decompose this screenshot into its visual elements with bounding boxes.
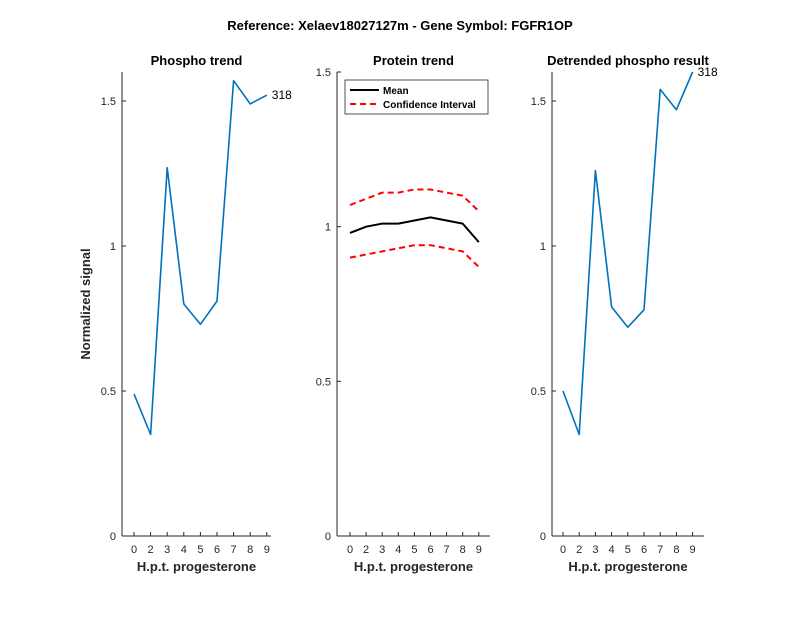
y-tick-label: 0.5	[101, 386, 116, 398]
y-tick-label: 0.5	[316, 376, 331, 388]
x-tick-label: 8	[673, 544, 679, 556]
legend-label: Mean	[383, 86, 409, 97]
y-tick-label: 1	[540, 241, 546, 253]
y-tick-label: 0	[325, 531, 331, 543]
y-tick-label: 0	[540, 531, 546, 543]
y-tick-label: 1	[325, 222, 331, 234]
point-annotation: 318	[698, 65, 718, 79]
y-tick-label: 1.5	[101, 96, 116, 108]
series-line-3	[349, 244, 480, 268]
x-tick-label: 9	[264, 544, 270, 556]
chart-title: Detrended phospho result	[547, 53, 709, 68]
y-tick-label: 1	[110, 241, 116, 253]
x-tick-label: 4	[181, 544, 187, 556]
x-tick-label: 2	[148, 544, 154, 556]
x-tick-label: 3	[379, 544, 385, 556]
x-tick-label: 0	[347, 544, 353, 556]
x-tick-label: 5	[411, 544, 417, 556]
x-tick-label: 4	[395, 544, 401, 556]
point-annotation: 318	[272, 88, 292, 102]
x-tick-label: 3	[592, 544, 598, 556]
x-tick-label: 0	[131, 544, 137, 556]
x-tick-label: 2	[363, 544, 369, 556]
chart-title: Phospho trend	[151, 53, 243, 68]
x-axis-label: H.p.t. progesterone	[354, 559, 473, 574]
x-tick-label: 7	[231, 544, 237, 556]
legend-label: Confidence Interval	[383, 100, 476, 111]
series-line-1	[349, 216, 480, 243]
series-line-2	[349, 188, 480, 212]
x-tick-label: 2	[576, 544, 582, 556]
x-tick-label: 9	[476, 544, 482, 556]
x-tick-label: 6	[214, 544, 220, 556]
chart-title: Protein trend	[373, 53, 454, 68]
x-tick-label: 5	[625, 544, 631, 556]
y-tick-label: 0	[110, 531, 116, 543]
y-tick-label: 1.5	[316, 67, 331, 79]
x-tick-label: 0	[560, 544, 566, 556]
x-tick-label: 4	[609, 544, 615, 556]
x-axis-label: H.p.t. progesterone	[568, 559, 687, 574]
x-tick-label: 6	[427, 544, 433, 556]
x-tick-label: 6	[641, 544, 647, 556]
figure-suptitle: Reference: Xelaev18027127m - Gene Symbol…	[227, 18, 573, 33]
series-line-1	[133, 79, 268, 436]
x-tick-label: 5	[197, 544, 203, 556]
legend-box	[344, 79, 489, 115]
x-tick-label: 3	[164, 544, 170, 556]
y-tick-label: 0.5	[531, 386, 546, 398]
x-tick-label: 9	[690, 544, 696, 556]
y-tick-label: 1.5	[531, 96, 546, 108]
x-tick-label: 7	[657, 544, 663, 556]
x-tick-label: 8	[460, 544, 466, 556]
series-line-1	[562, 71, 694, 436]
x-tick-label: 8	[247, 544, 253, 556]
y-axis-label: Normalized signal	[78, 248, 93, 359]
x-axis-label: H.p.t. progesterone	[137, 559, 256, 574]
x-tick-label: 7	[444, 544, 450, 556]
